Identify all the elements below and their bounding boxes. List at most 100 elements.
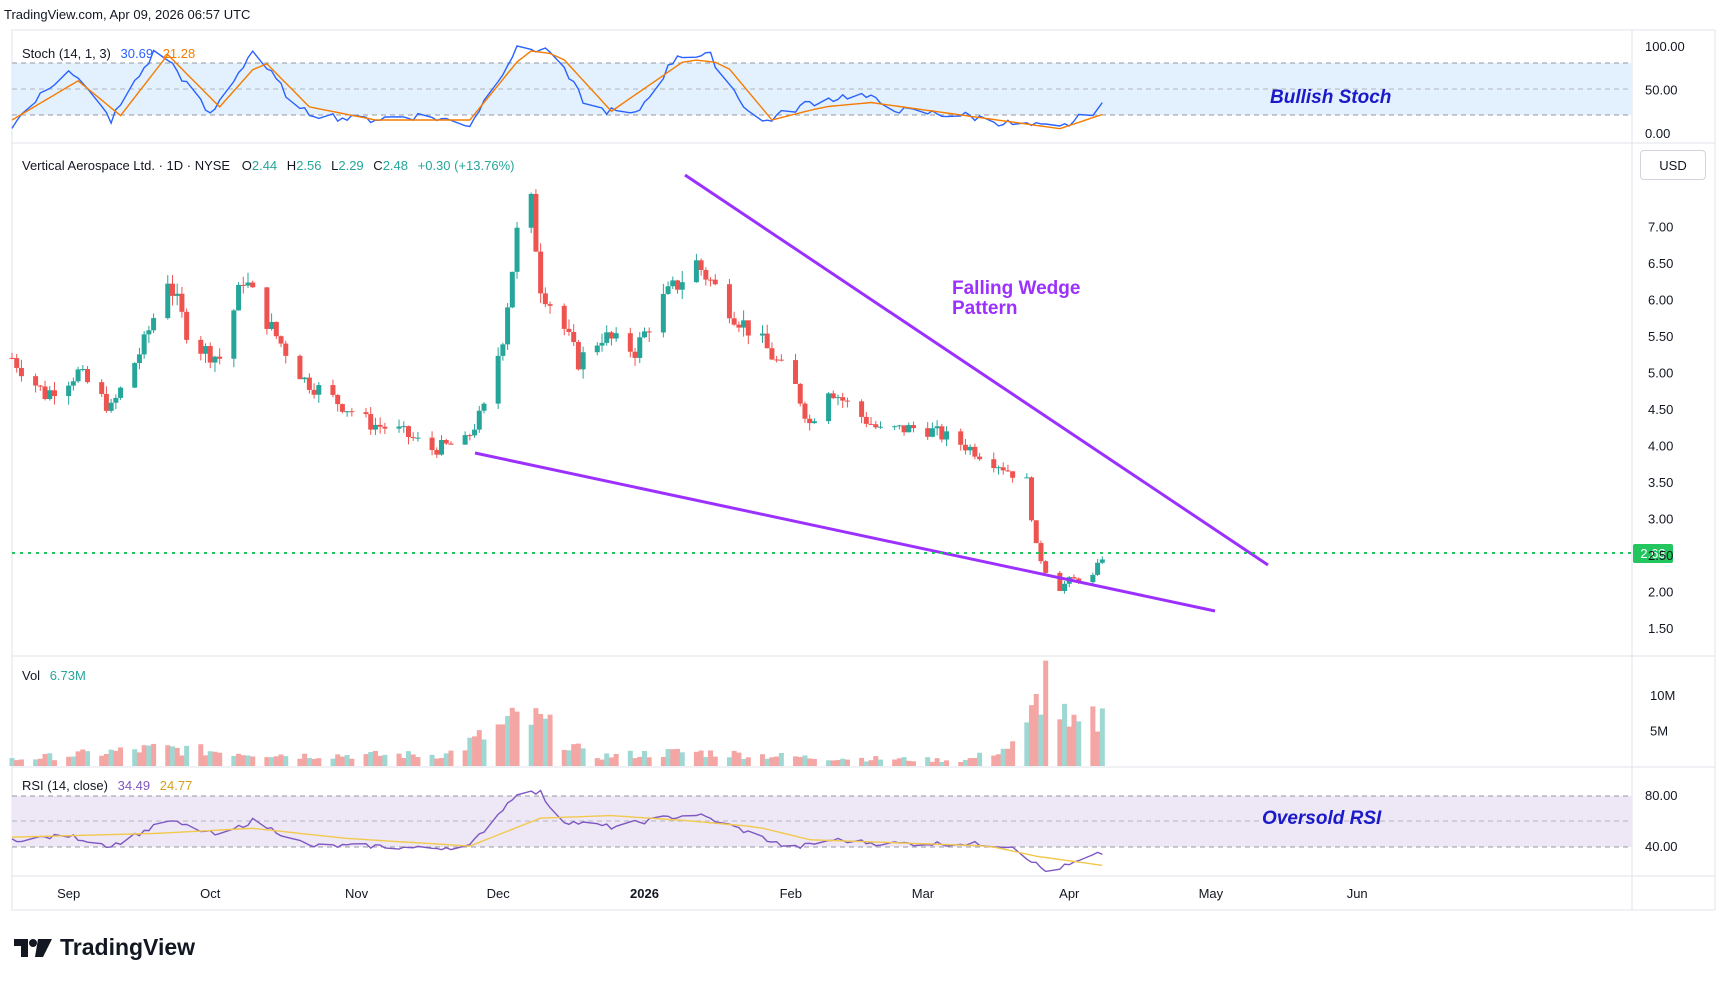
close-label: C [373, 158, 382, 173]
volume-bar [571, 744, 577, 766]
candle-body [1029, 477, 1035, 521]
candle-body [108, 402, 114, 411]
candle-body [47, 390, 53, 399]
candle-body [646, 331, 652, 333]
candle-body [538, 251, 544, 294]
volume-bar [892, 759, 898, 766]
candle-body [75, 369, 81, 382]
candle-body [377, 424, 383, 427]
candle-body [18, 367, 24, 377]
candle-body [118, 387, 124, 398]
currency-button[interactable]: USD [1640, 150, 1706, 180]
volume-bar [1024, 722, 1030, 766]
price-axis-tick: 2.00 [1648, 585, 1673, 600]
rsi-legend-label: RSI (14, close) [22, 778, 108, 793]
candle-body [863, 416, 869, 424]
brand-footer[interactable]: TradingView [14, 934, 195, 961]
volume-bar [203, 755, 209, 766]
volume-bar [844, 759, 850, 766]
volume-bar [712, 756, 718, 766]
volume-bar [306, 758, 312, 766]
candle-body [344, 411, 350, 413]
volume-axis-tick: 5M [1650, 723, 1668, 738]
volume-bar [495, 724, 501, 766]
volume-bar [349, 758, 355, 766]
volume-bar [731, 750, 737, 766]
candle-body [283, 343, 289, 356]
volume-bar [1043, 660, 1049, 766]
candle-body [165, 283, 171, 319]
candle-body [778, 359, 784, 361]
volume-bar [1071, 714, 1077, 766]
volume-bar [141, 745, 147, 766]
volume-bar [448, 750, 454, 766]
price-axis-tick: 4.00 [1648, 439, 1673, 454]
volume-bar [778, 752, 784, 766]
volume-bar [509, 707, 515, 766]
volume-bar [443, 753, 449, 766]
stoch-axis-tick: 0.00 [1645, 126, 1670, 141]
candle-body [405, 426, 411, 438]
volume-bar [250, 756, 256, 766]
volume-bar [70, 756, 76, 766]
volume-bar [1005, 748, 1011, 766]
volume-bar [85, 751, 91, 766]
volume-bar [580, 748, 586, 766]
candle-body [599, 342, 605, 346]
volume-bar [269, 757, 275, 766]
candle-body [141, 334, 147, 355]
volume-bar [51, 760, 57, 766]
price-axis-tick: 3.00 [1648, 512, 1673, 527]
candle-body [462, 435, 468, 445]
candle-body [967, 446, 973, 451]
volume-bar [472, 736, 478, 766]
candle-body [670, 280, 676, 287]
volume-bar [217, 752, 223, 766]
volume-bar [405, 751, 411, 766]
volume-bar [1010, 741, 1016, 766]
candle-body [151, 318, 157, 331]
volume-bar [736, 752, 742, 766]
candle-body [934, 426, 940, 429]
volume-bar [75, 751, 81, 766]
candle-body [613, 333, 619, 339]
volume-bar [679, 752, 685, 766]
volume-bar [273, 756, 279, 766]
candle-body [627, 333, 633, 352]
candle-body [745, 320, 751, 336]
svg-text:Stoch (14, 1, 3) 30.69: Stoch (14, 1, 3) 30.69 21.28 [22, 46, 195, 61]
volume-bar [575, 743, 581, 766]
candle-body [844, 400, 850, 402]
candle-body [736, 324, 742, 328]
candle-body [236, 284, 242, 311]
x-axis-label: Apr [1059, 886, 1080, 901]
volume-bar [646, 757, 652, 766]
rsi-series [11, 789, 1103, 873]
chart-frame [11, 29, 1716, 911]
volume-bar [146, 745, 152, 766]
volume-bar [830, 760, 836, 766]
volume-bar [368, 751, 374, 766]
candle-body [382, 426, 388, 429]
volume-bar [136, 752, 142, 766]
candle-body [349, 411, 355, 413]
volume-bar [184, 745, 190, 766]
candle-body [37, 385, 43, 387]
volume-bar [991, 755, 997, 766]
volume-bar [995, 754, 1001, 766]
candle-body [278, 336, 284, 344]
volume-bar [608, 757, 614, 766]
volume-bar [481, 739, 487, 766]
volume-bar [726, 757, 732, 766]
candle-body [273, 321, 279, 337]
wedge-upper-trendline [684, 173, 1269, 567]
candle-body [169, 283, 175, 296]
volume-bar [906, 760, 912, 766]
last-price-tag: 2.68 [1640, 546, 1665, 561]
volume-bar [467, 737, 473, 766]
candle-body [33, 376, 39, 386]
candle-body [1010, 471, 1016, 478]
candle-body [547, 304, 553, 306]
candle-body [311, 389, 317, 395]
